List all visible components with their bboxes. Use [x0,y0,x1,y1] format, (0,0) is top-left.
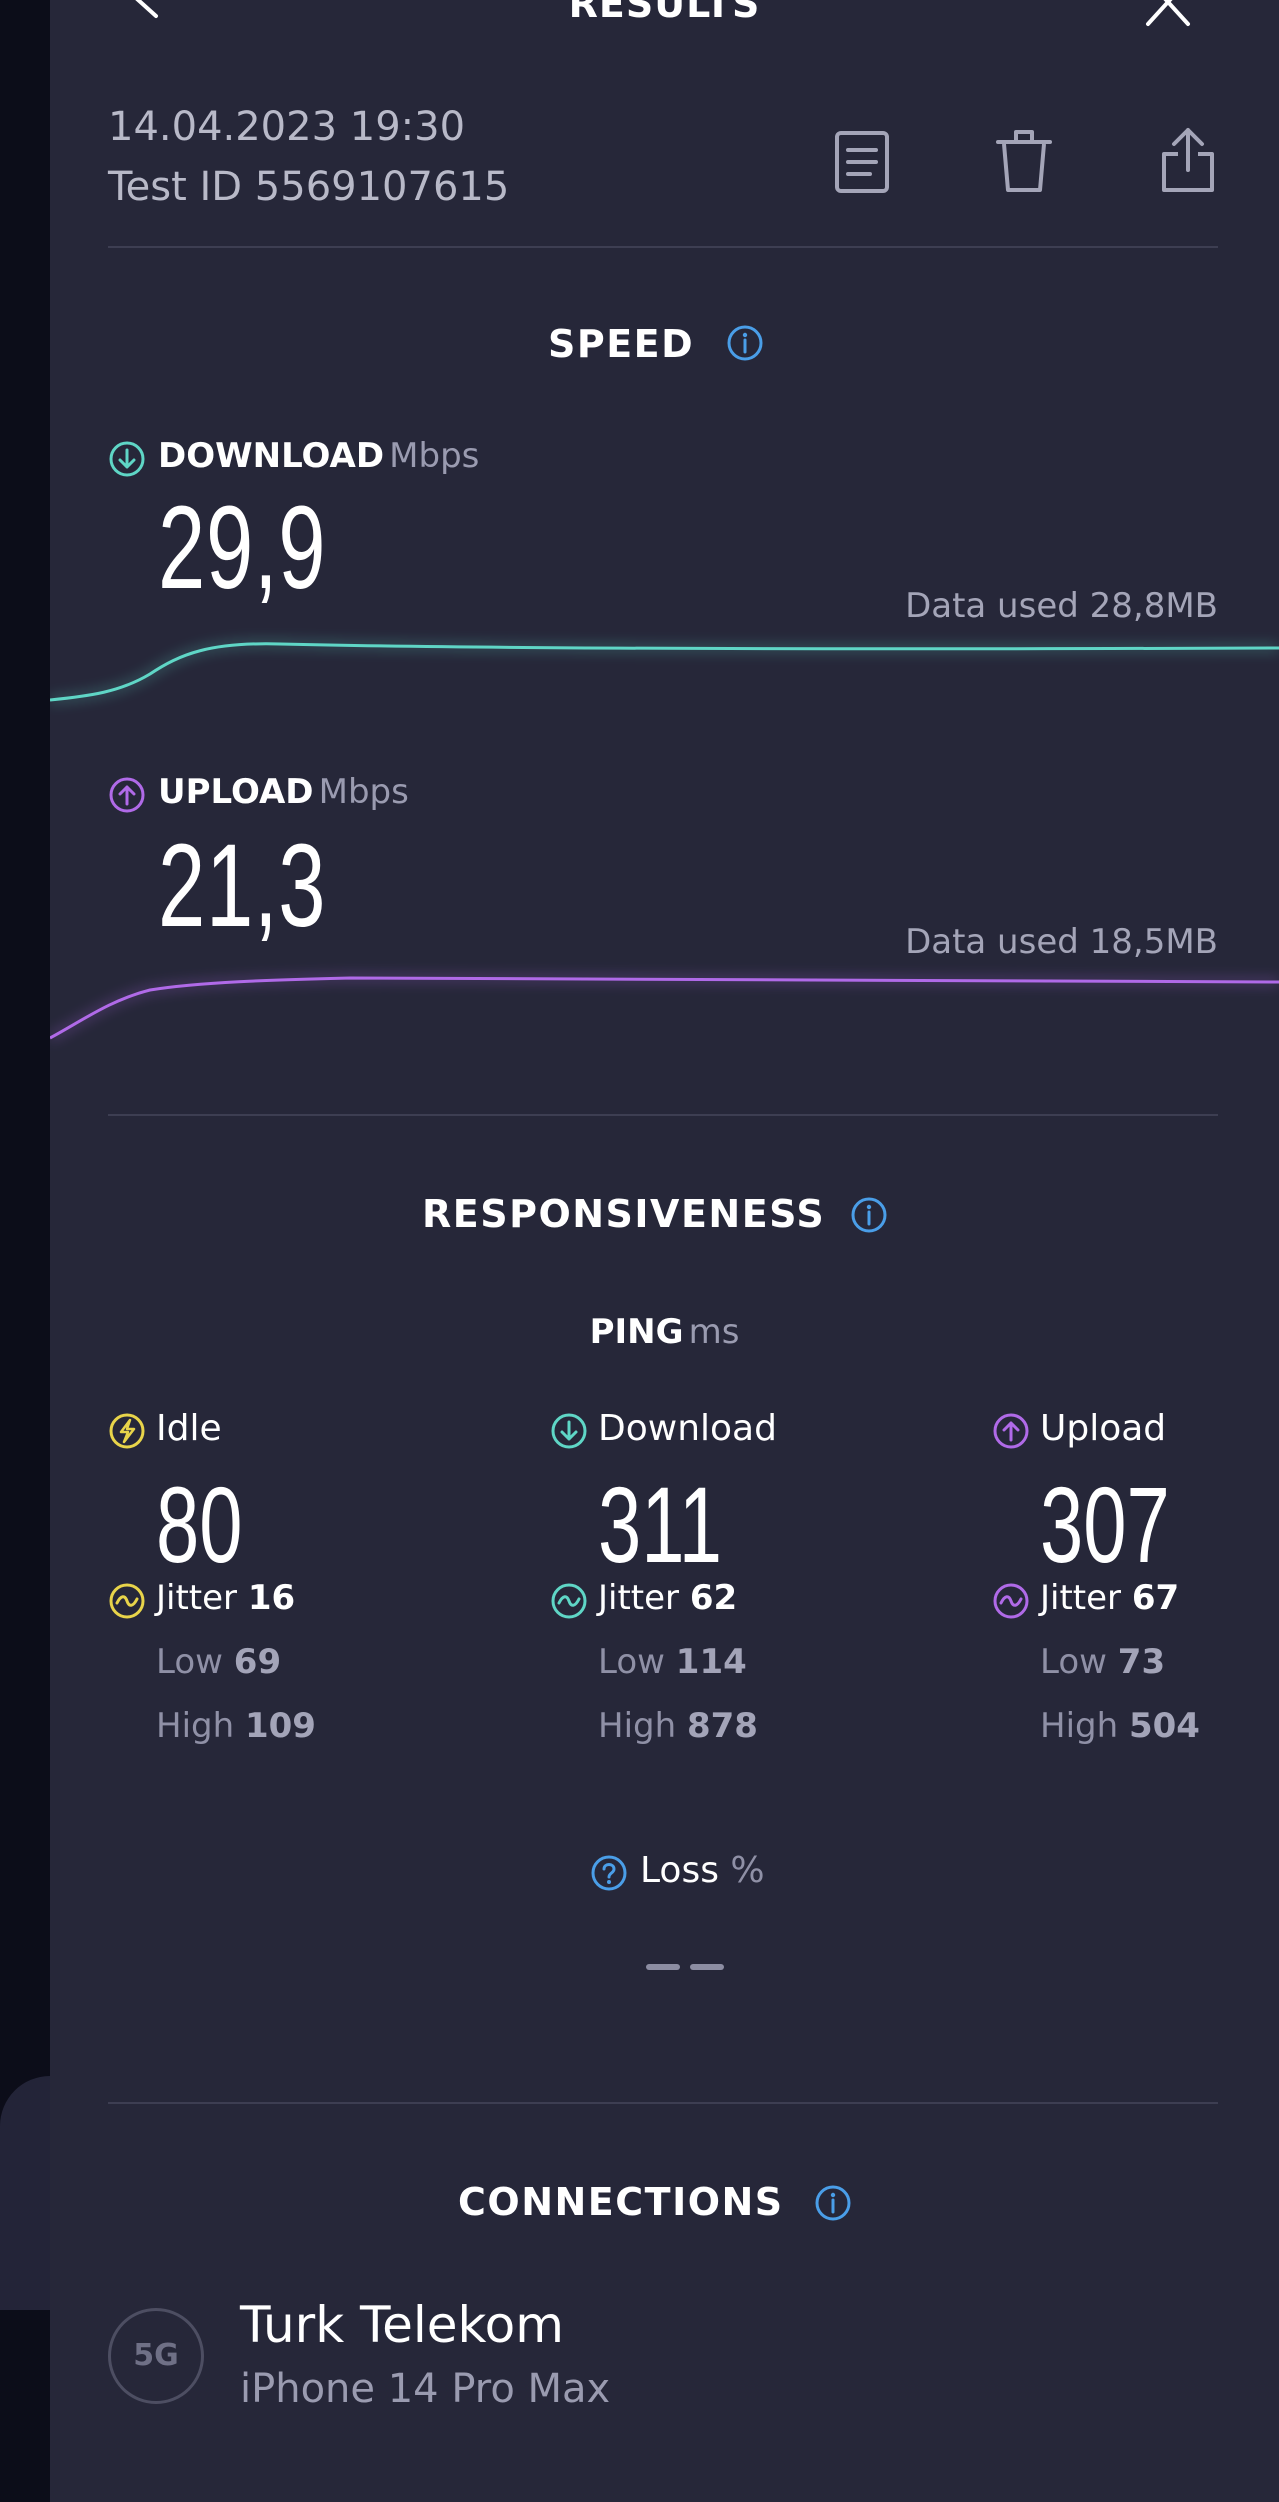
idle-low: Low 69 [156,1642,281,1682]
idle-ping-value: 80 [156,1464,243,1585]
loss-value-placeholder [646,1964,680,1970]
divider [108,246,1218,248]
download-data-used: Data used 28,8MB [905,586,1218,626]
idle-bolt-icon [109,1413,145,1449]
idle-label: Idle [156,1408,222,1449]
upload-arrow-icon [993,1413,1029,1449]
high-value: 878 [686,1706,758,1746]
low-label: Low [1040,1642,1107,1682]
upload-arrow-icon [109,777,145,813]
upload-value: 21,3 [158,820,327,952]
upload-high: High 504 [1040,1706,1200,1746]
upload-data-used: Data used 18,5MB [905,922,1218,962]
loss-text: Loss [640,1850,719,1891]
upload-ping-value: 307 [1040,1464,1170,1585]
loss-unit: % [730,1850,765,1891]
close-icon[interactable] [1144,0,1194,32]
jitter-icon [993,1583,1029,1619]
info-icon[interactable] [850,1196,888,1234]
jitter-icon [109,1583,145,1619]
upload-low: Low 73 [1040,1642,1165,1682]
download-speed-graph [50,638,1279,705]
high-label: High [598,1706,677,1746]
speed-section-title: SPEED [548,322,695,366]
results-panel: RESULTS 14.04.2023 19:30 Test ID 5569107… [50,0,1279,2502]
download-ping-label: Download [598,1408,777,1449]
network-5g-badge: 5G [108,2308,204,2404]
download-high: High 878 [598,1706,758,1746]
question-icon[interactable] [590,1854,628,1892]
upload-unit: Mbps [318,772,409,812]
upload-ping-label: Upload [1040,1408,1167,1449]
share-icon[interactable] [1158,126,1218,196]
download-arrow-icon [551,1413,587,1449]
info-icon[interactable] [814,2184,852,2222]
provider-name: Turk Telekom [240,2296,564,2354]
loss-value-placeholder [690,1964,724,1970]
upload-jitter: Jitter 67 [1040,1578,1179,1618]
divider [108,1114,1218,1116]
upload-heading: UPLOAD Mbps [158,772,409,812]
jitter-label: Jitter [156,1578,238,1618]
low-label: Low [598,1642,665,1682]
trash-icon[interactable] [994,126,1054,196]
jitter-value: 16 [247,1578,296,1618]
divider [108,2102,1218,2104]
ping-heading: PING ms [50,1312,1279,1352]
high-value: 504 [1128,1706,1200,1746]
low-value: 69 [233,1642,282,1682]
download-low: Low 114 [598,1642,747,1682]
high-label: High [1040,1706,1119,1746]
ping-label: PING [589,1312,684,1352]
jitter-label: Jitter [1040,1578,1122,1618]
jitter-icon [551,1583,587,1619]
high-label: High [156,1706,235,1746]
upload-label: UPLOAD [158,772,314,812]
download-ping-value: 311 [598,1464,722,1585]
jitter-value: 67 [1131,1578,1180,1618]
page-title: RESULTS [568,0,761,26]
low-value: 114 [675,1642,747,1682]
document-icon[interactable] [834,130,890,194]
arrow-left-icon[interactable] [128,0,194,36]
responsiveness-section-title: RESPONSIVENESS [422,1192,826,1236]
loss-label: Loss % [640,1850,765,1891]
low-label: Low [156,1642,223,1682]
download-value: 29,9 [158,482,327,614]
high-value: 109 [244,1706,316,1746]
test-id: Test ID 5569107615 [108,164,510,210]
download-arrow-icon [109,441,145,477]
device-name: iPhone 14 Pro Max [240,2366,611,2412]
info-icon[interactable] [726,324,764,362]
jitter-value: 62 [689,1578,738,1618]
idle-high: High 109 [156,1706,316,1746]
test-date: 14.04.2023 19:30 [108,104,466,150]
download-jitter: Jitter 62 [598,1578,737,1618]
download-label: DOWNLOAD [158,436,385,476]
ping-unit: ms [688,1312,740,1352]
download-unit: Mbps [389,436,480,476]
upload-speed-graph [50,972,1279,1043]
jitter-label: Jitter [598,1578,680,1618]
idle-jitter: Jitter 16 [156,1578,295,1618]
low-value: 73 [1117,1642,1166,1682]
download-heading: DOWNLOAD Mbps [158,436,479,476]
connections-section-title: CONNECTIONS [458,2180,784,2224]
background-card-edge [0,2076,50,2310]
